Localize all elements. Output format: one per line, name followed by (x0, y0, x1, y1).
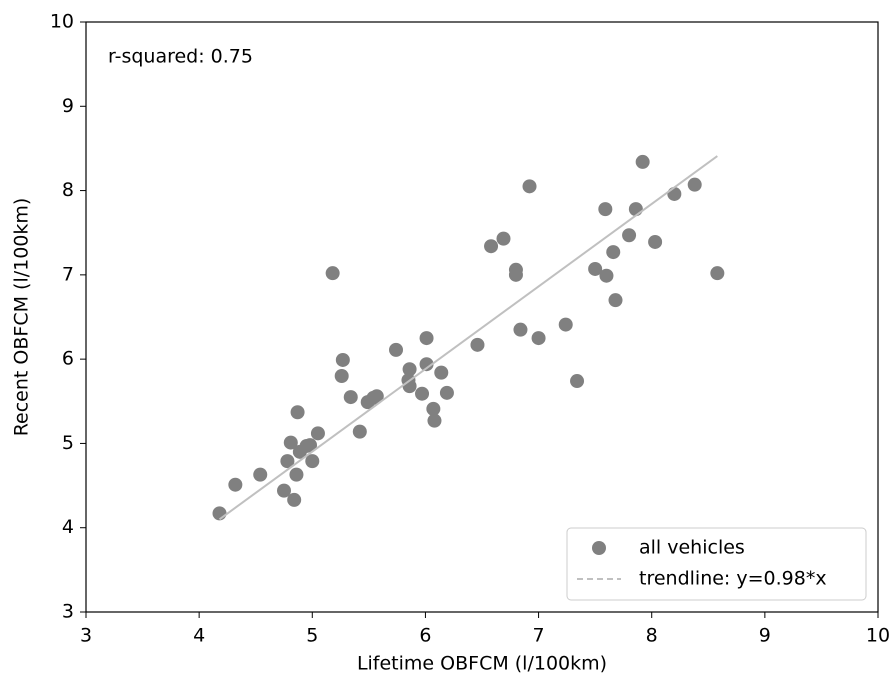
x-tick-label: 8 (646, 625, 658, 647)
point (283, 435, 298, 450)
point (570, 374, 585, 389)
point (325, 266, 340, 281)
y-tick-label: 7 (62, 263, 74, 285)
point (470, 337, 485, 352)
point (522, 179, 537, 194)
x-tick-label: 5 (306, 625, 318, 647)
y-tick-label: 6 (62, 348, 74, 370)
point (622, 228, 637, 243)
point (334, 369, 349, 383)
y-tick-label: 5 (62, 432, 74, 454)
point (531, 331, 546, 346)
point (558, 317, 573, 332)
point (290, 405, 305, 420)
point (648, 234, 663, 249)
legend-label: all vehicles (639, 537, 745, 559)
point (389, 342, 404, 357)
point (280, 454, 295, 469)
point (419, 357, 434, 372)
point (599, 268, 614, 283)
point (277, 483, 291, 498)
point (427, 413, 442, 428)
legend-swatch (592, 541, 606, 555)
y-axis-label: Recent OBFCM (l/100km) (11, 198, 33, 437)
point (419, 331, 434, 346)
point (369, 389, 384, 404)
legend-box (566, 527, 867, 601)
x-tick-label: 3 (80, 625, 92, 647)
point (305, 454, 320, 469)
x-tick-label: 4 (193, 625, 205, 647)
trendline (218, 155, 718, 521)
point (352, 424, 367, 439)
point (402, 362, 417, 377)
point (287, 492, 302, 507)
point (598, 202, 613, 217)
point (628, 202, 643, 217)
x-tick-label: 7 (533, 625, 545, 647)
point (289, 467, 304, 482)
legend-label: trendline: y=0.98*x (639, 568, 827, 590)
y-tick-label: 10 (50, 11, 74, 33)
y-tick-label: 3 (62, 601, 74, 623)
point (710, 266, 725, 281)
y-tick-label: 8 (62, 179, 74, 201)
point (608, 293, 623, 308)
x-axis-label: Lifetime OBFCM (l/100km) (357, 653, 607, 675)
x-tick-label: 6 (419, 625, 431, 647)
point (635, 154, 650, 169)
y-tick-label: 9 (62, 95, 74, 117)
point (513, 322, 528, 337)
plot-frame (85, 21, 879, 613)
point (606, 245, 621, 260)
x-tick-label: 9 (759, 625, 771, 647)
point (228, 477, 243, 492)
point (496, 231, 511, 246)
point (484, 239, 499, 254)
point (310, 426, 325, 441)
point (426, 401, 441, 416)
point (415, 386, 430, 401)
point (508, 267, 523, 282)
point (434, 365, 449, 380)
point (687, 177, 702, 192)
annotation: r-squared: 0.75 (108, 46, 253, 68)
point (439, 385, 454, 400)
point (253, 467, 268, 482)
point (335, 352, 350, 367)
point (667, 186, 682, 201)
point (343, 390, 358, 405)
y-tick-label: 4 (62, 516, 74, 538)
point (588, 261, 603, 276)
x-tick-label: 10 (866, 625, 890, 647)
point (303, 438, 318, 453)
